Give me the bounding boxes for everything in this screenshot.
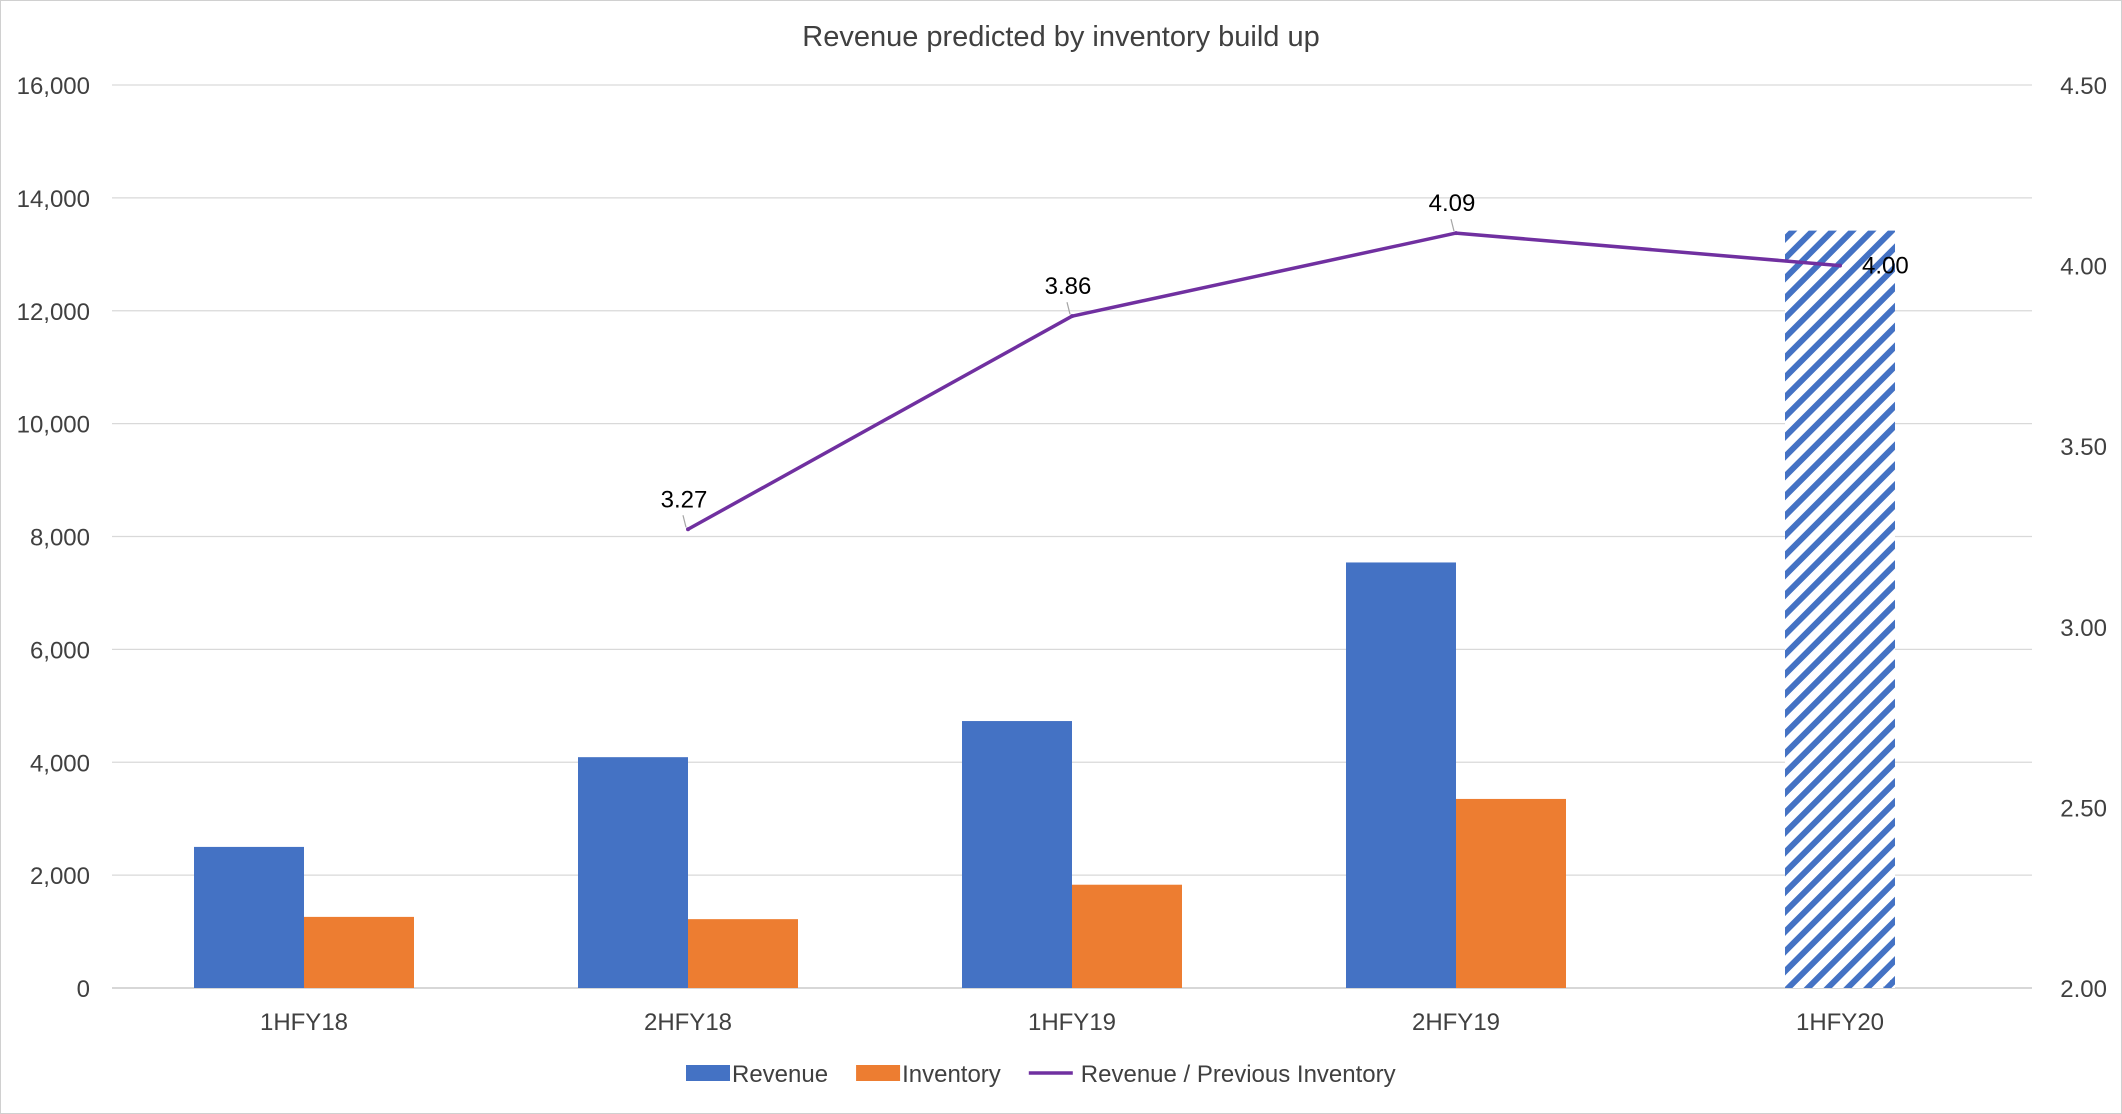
- data-label-leader: [1450, 218, 1455, 232]
- revenue-bar: [962, 721, 1072, 988]
- inventory-bar: [1456, 798, 1566, 988]
- left-tick-label: 10,000: [17, 412, 90, 439]
- left-tick-label: 12,000: [17, 299, 90, 326]
- right-tick-label: 2.50: [2060, 795, 2107, 822]
- data-label-leader: [1066, 302, 1071, 315]
- x-tick-label: 1HFY20: [1796, 1009, 1884, 1036]
- bars: [194, 230, 1895, 988]
- right-tick-label: 4.00: [2060, 254, 2107, 281]
- ratio-point: [1070, 314, 1074, 319]
- right-tick-label: 4.50: [2060, 73, 2107, 100]
- x-tick-label: 1HFY19: [1028, 1009, 1116, 1036]
- right-tick-label: 2.00: [2060, 976, 2107, 1003]
- right-tick-label: 3.50: [2060, 434, 2107, 461]
- right-axis: 2.00 2.50 3.00 3.50 4.00 4.50: [2060, 73, 2107, 1003]
- ratio-line: 3.27 3.86 4.09 4.00: [661, 190, 1909, 532]
- x-tick-label: 1HFY18: [260, 1009, 348, 1036]
- inventory-bar: [688, 919, 798, 988]
- revenue-bar: [194, 846, 304, 988]
- ratio-data-label: 3.27: [661, 486, 708, 513]
- legend: Revenue Inventory Revenue / Previous Inven…: [686, 1061, 1396, 1088]
- left-tick-label: 8,000: [30, 525, 90, 552]
- left-axis: 0 2,000 4,000 6,000 8,000 10,000 12,000 14,000 1…: [17, 73, 90, 1003]
- legend-label: Revenue: [732, 1061, 828, 1088]
- legend-swatch: [856, 1065, 901, 1081]
- revenue-bar: [578, 757, 688, 988]
- left-tick-label: 14,000: [17, 186, 90, 213]
- gridlines: [112, 84, 2032, 989]
- left-tick-label: 2,000: [30, 863, 90, 890]
- ratio-point: [1838, 263, 1842, 268]
- ratio-data-label: 4.09: [1429, 190, 1476, 217]
- left-tick-label: 6,000: [30, 637, 90, 664]
- left-tick-label: 16,000: [17, 73, 90, 100]
- ratio-point: [1454, 231, 1458, 236]
- ratio-point: [686, 527, 690, 532]
- inventory-bar: [1072, 884, 1182, 988]
- legend-label: Revenue / Previous Inventory: [1081, 1061, 1396, 1088]
- data-label-leader: [682, 515, 687, 528]
- left-tick-label: 4,000: [30, 750, 90, 777]
- legend-label: Inventory: [902, 1061, 1001, 1088]
- revenue-bar-projected: [1785, 230, 1895, 988]
- x-tick-label: 2HFY18: [644, 1009, 732, 1036]
- chart-title: Revenue predicted by inventory build up: [802, 21, 1320, 53]
- x-axis: 1HFY18 2HFY18 1HFY19 2HFY19 1HFY20: [260, 1009, 1884, 1036]
- legend-swatch: [686, 1065, 730, 1081]
- inventory-bar: [304, 916, 414, 988]
- x-tick-label: 2HFY19: [1412, 1009, 1500, 1036]
- left-tick-label: 0: [77, 976, 90, 1003]
- ratio-line-path: [687, 231, 1841, 531]
- revenue-bar: [1346, 562, 1456, 988]
- right-tick-label: 3.00: [2060, 615, 2107, 642]
- ratio-data-label: 3.86: [1045, 273, 1092, 300]
- ratio-data-label: 4.00: [1862, 253, 1909, 280]
